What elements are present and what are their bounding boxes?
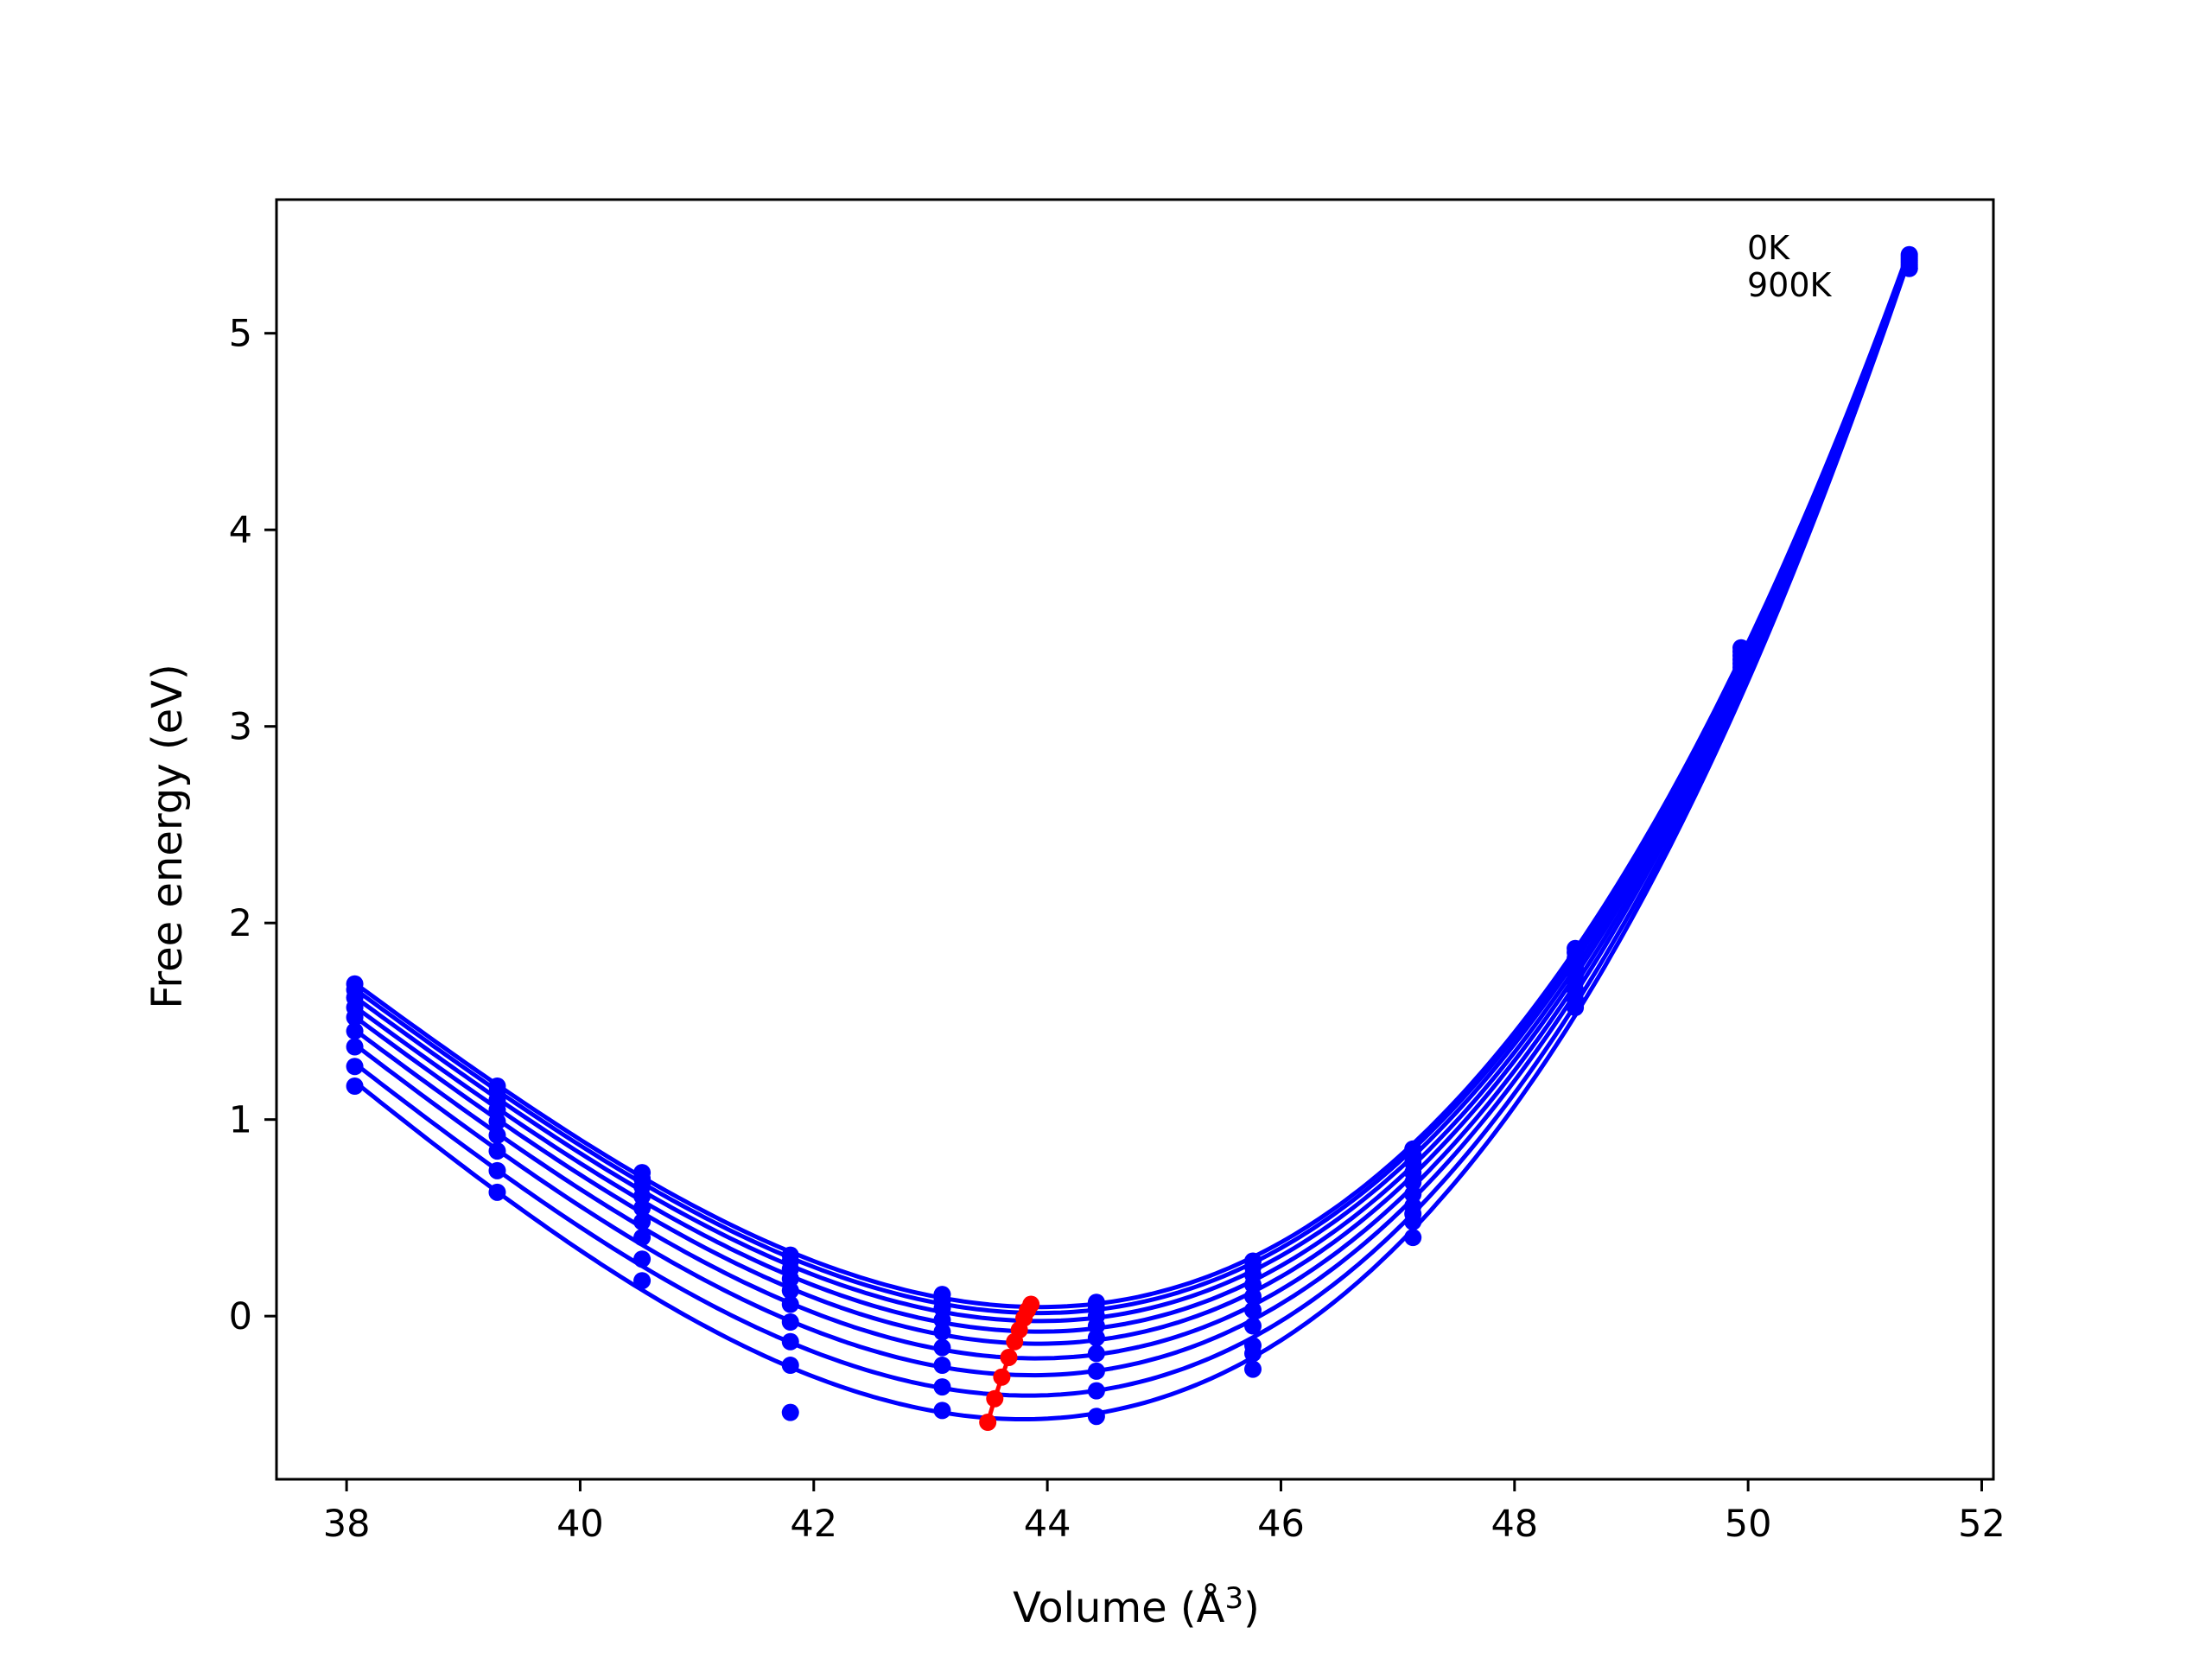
data-point-5-1 (488, 1126, 506, 1144)
x-tick-label-3: 44 (1024, 1503, 1071, 1546)
data-point-8-4 (933, 1402, 951, 1420)
points-layer (346, 245, 1918, 1426)
series-line-7 (353, 257, 1912, 1398)
x-tick-label-1: 40 (556, 1503, 604, 1546)
data-point-6-5 (1087, 1362, 1105, 1380)
x-tick-label-7: 52 (1958, 1503, 2005, 1546)
data-point-5-5 (1087, 1344, 1105, 1363)
data-point-7-2 (633, 1250, 652, 1268)
data-point-4-6 (1244, 1287, 1262, 1306)
series-line-6 (353, 257, 1912, 1378)
extra-point-0 (781, 1403, 799, 1421)
data-point-5-0 (346, 1022, 364, 1040)
data-point-4-2 (633, 1199, 652, 1217)
series-layer (353, 249, 1912, 1421)
y-tick-label-1: 1 (229, 1099, 252, 1142)
data-point-5-6 (1244, 1301, 1262, 1319)
data-point-8-7 (1404, 1229, 1422, 1247)
extra-point-1 (1244, 1344, 1262, 1363)
series-line-8 (353, 255, 1912, 1421)
x-axis-ticks: 38 40 42 44 46 48 50 52 (323, 1479, 2005, 1546)
data-point-6-0 (346, 1038, 364, 1056)
data-point-5-3 (781, 1295, 799, 1313)
minimum-point-4 (1006, 1332, 1024, 1351)
data-point-8-6 (1244, 1360, 1262, 1378)
y-tick-label-0: 0 (229, 1295, 252, 1338)
data-point-4-1 (488, 1112, 506, 1130)
x-tick-label-0: 38 (323, 1503, 371, 1546)
data-point-5-4 (933, 1338, 951, 1357)
annotation-0k: 0K (1747, 229, 1790, 267)
data-point-8-10 (1900, 259, 1918, 277)
plot-frame (275, 198, 1995, 1481)
data-point-8-1 (488, 1183, 506, 1201)
x-tick-label-4: 46 (1257, 1503, 1305, 1546)
data-point-7-0 (346, 1058, 364, 1076)
data-point-8-3 (781, 1357, 799, 1375)
extra-point-2 (1404, 1205, 1422, 1223)
y-tick-label-3: 3 (229, 706, 252, 749)
y-axis-ticks: 0 1 2 3 4 5 (229, 313, 276, 1338)
data-point-6-1 (488, 1142, 506, 1160)
data-point-4-3 (781, 1281, 799, 1300)
data-point-4-0 (346, 1008, 364, 1027)
data-point-8-2 (633, 1272, 652, 1290)
data-point-4-4 (933, 1323, 951, 1341)
y-tick-label-2: 2 (229, 902, 252, 945)
minimum-point-8 (979, 1414, 997, 1432)
data-point-8-5 (1087, 1408, 1105, 1426)
data-point-8-0 (346, 1077, 364, 1096)
x-axis-label: Volume (Å3) (1013, 1581, 1260, 1632)
minima-layer (979, 1295, 1040, 1432)
data-point-6-6 (1244, 1317, 1262, 1335)
series-line-1 (353, 251, 1912, 1316)
data-point-6-3 (781, 1313, 799, 1332)
series-line-4 (353, 255, 1912, 1346)
data-point-6-2 (633, 1229, 652, 1247)
y-tick-label-4: 4 (229, 509, 252, 552)
minimum-point-5 (1000, 1348, 1018, 1366)
minimum-point-7 (986, 1389, 1004, 1408)
x-tick-label-6: 50 (1725, 1503, 1772, 1546)
data-point-6-4 (933, 1357, 951, 1375)
x-tick-label-2: 42 (790, 1503, 837, 1546)
x-tick-label-5: 48 (1491, 1503, 1538, 1546)
data-point-7-4 (933, 1378, 951, 1396)
y-tick-label-5: 5 (229, 313, 252, 356)
series-line-2 (353, 252, 1912, 1324)
data-point-7-1 (488, 1161, 506, 1179)
series-line-3 (353, 254, 1912, 1334)
y-axis-label: Free energy (eV) (143, 664, 192, 1008)
data-point-8-8 (1567, 999, 1585, 1017)
series-line-5 (353, 256, 1912, 1361)
minimum-point-6 (993, 1368, 1011, 1386)
data-point-7-3 (781, 1332, 799, 1351)
data-point-8-9 (1732, 668, 1751, 686)
data-point-5-2 (633, 1212, 652, 1230)
data-point-7-5 (1087, 1382, 1105, 1400)
annotation-900k: 900K (1747, 266, 1833, 304)
data-point-4-5 (1087, 1329, 1105, 1347)
